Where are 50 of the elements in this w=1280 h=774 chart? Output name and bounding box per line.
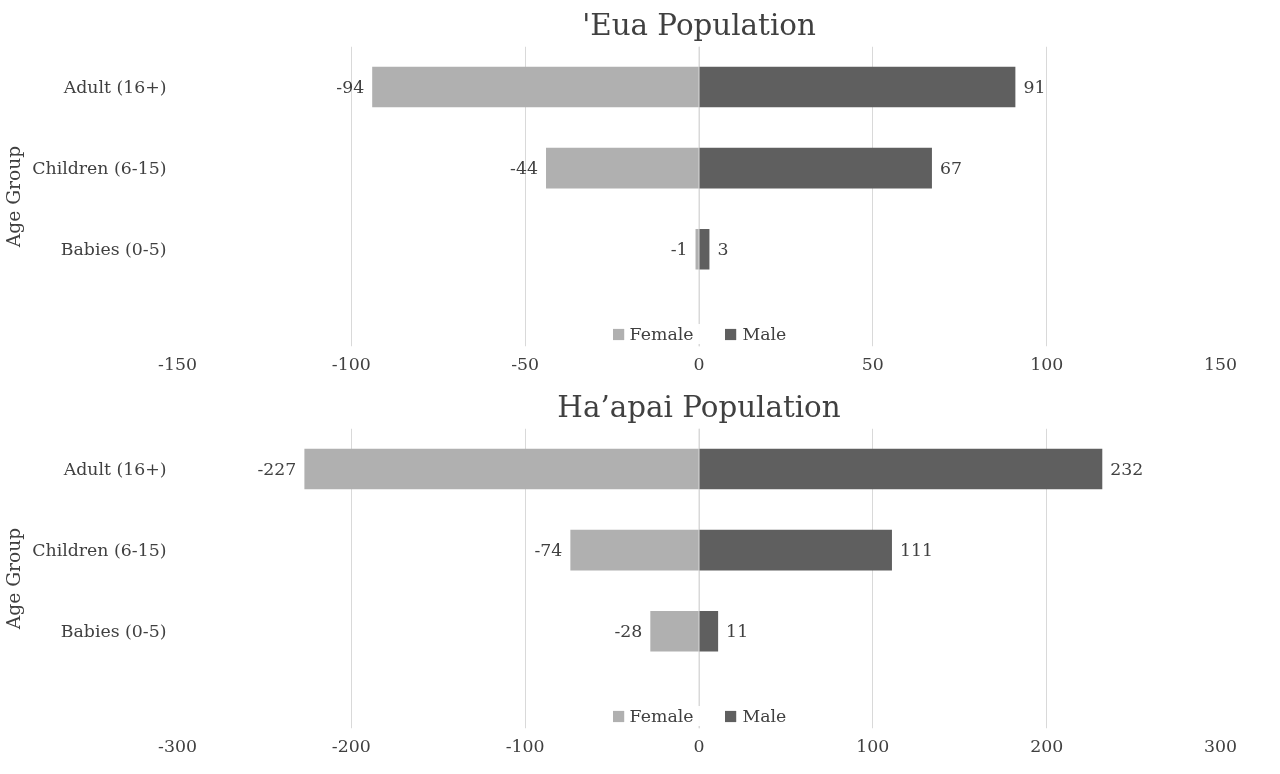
bar <box>304 448 699 490</box>
y-axis-title: Age Group <box>3 145 25 249</box>
data-label: 232 <box>1110 459 1144 480</box>
x-tick-label: 200 <box>1030 735 1064 756</box>
x-tick-label: 100 <box>856 735 890 756</box>
x-tick-label: 100 <box>1030 353 1064 374</box>
bar <box>699 448 1103 490</box>
data-label: -44 <box>510 158 539 179</box>
data-label: 11 <box>726 621 749 642</box>
y-tick-label: Children (6-15) <box>32 158 167 179</box>
bar <box>372 66 699 108</box>
bar <box>699 529 892 571</box>
x-tick-label: -50 <box>511 353 540 374</box>
x-tick-label: -100 <box>505 735 545 756</box>
x-tick-label: -300 <box>158 735 197 756</box>
x-tick-label: 50 <box>861 353 884 374</box>
data-label: -94 <box>336 77 365 98</box>
y-tick-label: Adult (16+) <box>62 77 167 98</box>
x-tick-label: 150 <box>1203 353 1238 374</box>
chart-title: 'Eua Population <box>582 7 816 42</box>
x-tick-label: -100 <box>331 353 371 374</box>
x-tick-label: -200 <box>331 735 371 756</box>
y-tick-label: Babies (0-5) <box>60 621 167 642</box>
bar <box>699 147 932 189</box>
x-tick-label: 0 <box>693 735 705 756</box>
data-label: 111 <box>899 540 934 561</box>
chart-title: Ha’apai Population <box>557 389 841 424</box>
bar <box>570 529 699 571</box>
y-tick-label: Babies (0-5) <box>60 239 167 260</box>
x-tick-label: -150 <box>158 353 197 374</box>
legend-label: Female <box>629 706 694 726</box>
legend-label: Male <box>742 706 787 726</box>
bar <box>699 610 719 652</box>
bar <box>699 66 1016 108</box>
y-axis-title: Age Group <box>3 527 25 631</box>
data-label: -74 <box>534 540 563 561</box>
bar <box>546 147 699 189</box>
y-tick-label: Children (6-15) <box>32 540 167 561</box>
data-label: -1 <box>670 239 688 260</box>
data-label: 67 <box>939 158 962 179</box>
x-tick-label: 0 <box>693 353 705 374</box>
legend-label: Male <box>742 324 787 344</box>
y-tick-label: Adult (16+) <box>62 459 167 480</box>
data-label: 3 <box>717 239 729 260</box>
legend-label: Female <box>629 324 694 344</box>
data-label: -28 <box>614 621 643 642</box>
data-label: 91 <box>1023 77 1046 98</box>
x-tick-label: 300 <box>1203 735 1238 756</box>
data-label: -227 <box>257 459 297 480</box>
bar <box>650 610 699 652</box>
